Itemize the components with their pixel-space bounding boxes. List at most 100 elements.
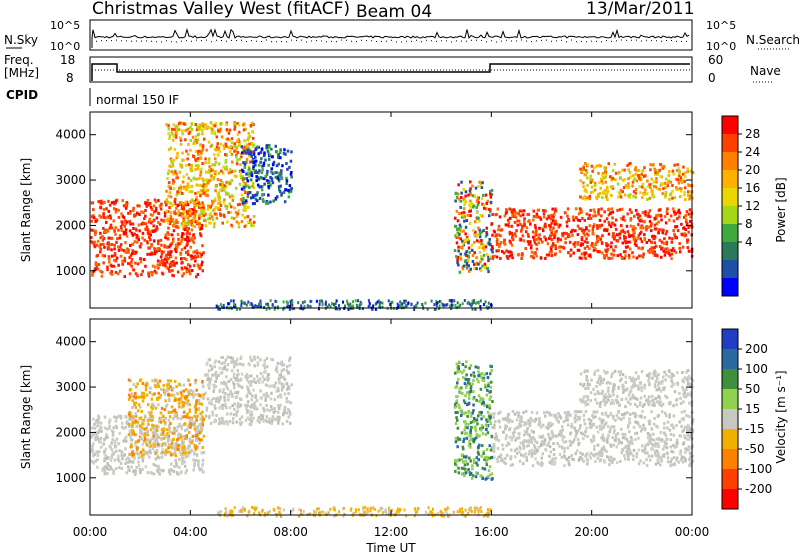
heatmap-cell [606,198,609,201]
heatmap-cell [138,244,142,248]
heatmap-cell [118,245,122,249]
heatmap-cell [248,186,251,189]
heatmap-cell [264,175,267,178]
heatmap-cell [648,439,651,442]
heatmap-cell [596,224,599,228]
heatmap-cell [477,452,480,456]
heatmap-cell [217,198,221,201]
heatmap-cell [151,402,154,406]
heatmap-cell [489,416,492,420]
heatmap-cell [674,236,677,240]
heatmap-cell [628,417,631,421]
heatmap-cell [217,374,220,377]
heatmap-cell [217,146,221,150]
heatmap-cell [634,191,637,195]
heatmap-cell [632,225,635,229]
heatmap-cell [180,427,183,431]
heatmap-cell [558,414,562,418]
heatmap-cell [148,230,151,234]
heatmap-cell [234,303,237,307]
heatmap-cell [249,355,252,359]
heatmap-cell [603,255,606,259]
heatmap-cell [509,457,512,461]
heatmap-cell [227,131,231,135]
heatmap-cell [487,259,490,263]
heatmap-cell [115,437,119,441]
heatmap-cell [563,464,566,468]
heatmap-cell [686,246,689,250]
heatmap-cell [190,448,193,452]
heatmap-cell [565,232,568,235]
heatmap-cell [199,124,202,128]
heatmap-cell [476,301,479,305]
heatmap-cell [141,269,144,273]
heatmap-cell [259,403,262,407]
heatmap-cell [201,132,204,136]
heatmap-cell [280,360,284,364]
heatmap-cell [264,398,267,402]
heatmap-cell [243,208,247,212]
heatmap-cell [142,392,146,395]
heatmap-cell [282,151,286,155]
heatmap-cell [163,214,167,218]
heatmap-cell [161,414,165,418]
heatmap-cell [687,249,691,253]
heatmap-cell [613,223,617,227]
heatmap-cell [488,473,492,477]
heatmap-cell [159,396,162,400]
heatmap-cell [471,467,474,471]
heatmap-cell [120,425,124,429]
heatmap-cell [491,250,494,254]
heatmap-cell [264,396,268,400]
heatmap-cell [269,200,272,204]
heatmap-cell [129,222,132,226]
heatmap-cell [226,137,229,141]
heatmap-cell [483,248,486,252]
heatmap-cell [215,135,219,139]
heatmap-cell [193,461,196,465]
heatmap-cell [157,403,160,407]
heatmap-cell [179,444,182,448]
heatmap-cell [94,435,97,439]
heatmap-cell [356,305,359,309]
heatmap-cell [281,422,284,426]
heatmap-cell [178,422,181,426]
heatmap-cell [182,218,185,222]
heatmap-cell [468,471,472,475]
heatmap-cell [476,197,480,201]
heatmap-cell [413,305,416,309]
heatmap-cell [285,300,288,304]
heatmap-cell [93,216,96,220]
heatmap-cell [617,191,621,195]
heatmap-cell [219,395,223,399]
heatmap-cell [435,307,438,311]
heatmap-cell [499,257,502,260]
heatmap-cell [241,199,244,202]
heatmap-cell [470,476,474,480]
heatmap-cell [172,229,176,233]
heatmap-cell [189,126,192,130]
heatmap-cell [558,249,562,253]
heatmap-cell [471,194,474,198]
heatmap-cell [511,214,514,218]
heatmap-cell [150,207,154,211]
heatmap-cell [144,415,147,419]
heatmap-cell [123,259,127,263]
heatmap-cell [197,152,200,156]
heatmap-cell [175,218,178,222]
heatmap-cell [113,440,117,444]
heatmap-cell [239,197,243,201]
heatmap-cell [511,234,514,238]
heatmap-cell [112,264,116,268]
heatmap-cell [206,178,210,182]
heatmap-cell [148,455,151,459]
heatmap-cell [213,130,216,134]
heatmap-cell [212,389,215,393]
heatmap-cell [482,452,485,456]
heatmap-cell [205,406,209,410]
heatmap-cell [225,123,228,127]
heatmap-cell [475,205,478,209]
heatmap-cell [167,424,171,428]
heatmap-cell [268,307,271,311]
heatmap-cell [675,441,678,445]
